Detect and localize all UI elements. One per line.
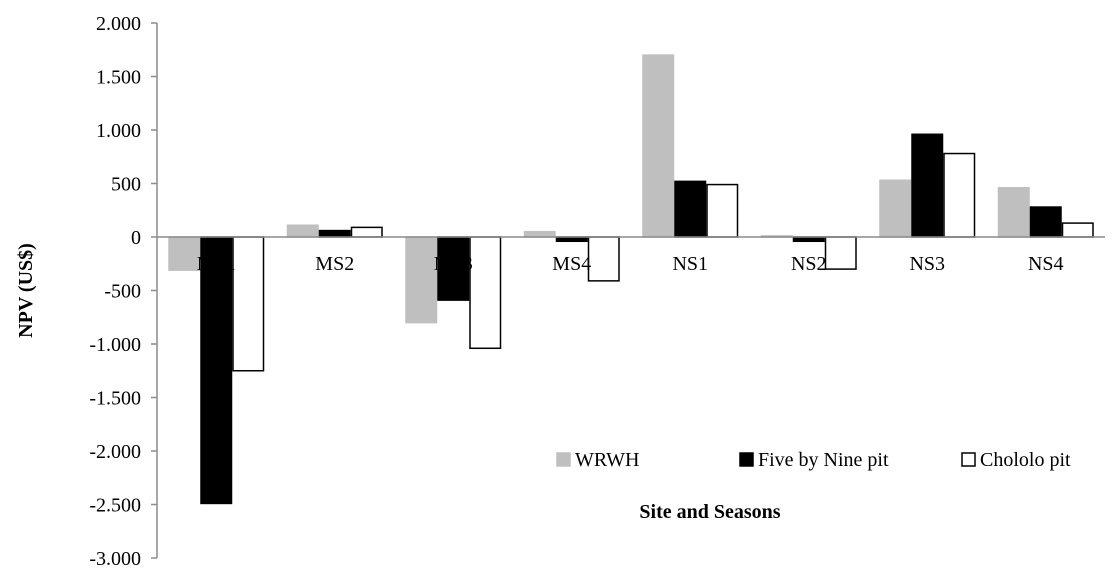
y-tick-label: -2.500 xyxy=(89,495,141,517)
x-category-label: NS3 xyxy=(909,253,945,275)
bar-chololo-pit-ns1 xyxy=(706,183,739,238)
x-category-label: NS4 xyxy=(1028,253,1064,275)
bar-wrwh-ms1 xyxy=(168,236,201,271)
bar-wrwh-ms3 xyxy=(405,236,438,324)
legend-label: Five by Nine pit xyxy=(758,449,889,471)
bar-chololo-pit-ns3 xyxy=(943,152,976,238)
x-axis-label: Site and Seasons xyxy=(639,501,780,523)
bar-chololo-pit-ms2 xyxy=(350,226,383,238)
y-ticks-group: 2.000 1.500 1.000 500 0 -500 -1.000 -1.500 -2.00… xyxy=(89,13,157,570)
bar-chololo-pit-ms1 xyxy=(232,236,265,372)
y-tick-label: 500 xyxy=(111,174,141,196)
legend-swatch-chololo-pit xyxy=(961,452,976,467)
legend-swatch-wrwh xyxy=(556,452,571,467)
bar-five-by-nine-pit-ms2 xyxy=(318,229,351,238)
x-category-label: MS1 xyxy=(197,253,236,275)
bar-chololo-pit-ns2 xyxy=(824,236,857,270)
y-tick-label: -2.000 xyxy=(89,441,141,463)
bar-chololo-pit-ns4 xyxy=(1061,222,1094,238)
y-tick-label: 0 xyxy=(131,227,141,249)
bar-five-by-nine-pit-ns4 xyxy=(1029,206,1062,238)
y-tick-label: 2.000 xyxy=(96,13,141,35)
x-category-label: NS1 xyxy=(672,253,708,275)
x-category-label: MS4 xyxy=(552,253,591,275)
bar-wrwh-ns4 xyxy=(997,187,1030,238)
bars-group xyxy=(168,54,1094,505)
x-category-label: NS2 xyxy=(791,253,827,275)
bar-chololo-pit-ms4 xyxy=(587,236,620,282)
y-axis-label: NPV (US$) xyxy=(15,243,37,338)
y-tick-label: -3.000 xyxy=(89,548,141,570)
y-tick-label: 1.500 xyxy=(96,67,141,89)
bar-five-by-nine-pit-ms1 xyxy=(200,236,233,505)
bar-five-by-nine-pit-ns1 xyxy=(674,180,707,238)
bar-wrwh-ms4 xyxy=(523,230,556,238)
bar-five-by-nine-pit-ms3 xyxy=(437,236,470,301)
y-tick-label: -1.000 xyxy=(89,334,141,356)
category-labels-group: MS1 MS2 MS3 MS4 NS1 NS2 NS3 NS4 xyxy=(197,253,1064,275)
bar-wrwh-ns3 xyxy=(879,179,912,238)
x-category-label: MS3 xyxy=(434,253,473,275)
y-tick-label: -1.500 xyxy=(89,388,141,410)
legend-label: Chololo pit xyxy=(980,449,1071,471)
legend-swatch-five-by-nine-pit xyxy=(739,452,754,467)
bar-chololo-pit-ms3 xyxy=(469,236,502,350)
y-tick-label: -500 xyxy=(104,281,141,303)
bar-wrwh-ns1 xyxy=(642,54,675,238)
legend: WRWH Five by Nine pit Chololo pit xyxy=(556,449,1071,471)
bar-wrwh-ms2 xyxy=(286,224,319,238)
bar-five-by-nine-pit-ns3 xyxy=(911,133,944,238)
legend-label: WRWH xyxy=(575,449,639,471)
y-tick-label: 1.000 xyxy=(96,120,141,142)
x-category-label: MS2 xyxy=(315,253,354,275)
